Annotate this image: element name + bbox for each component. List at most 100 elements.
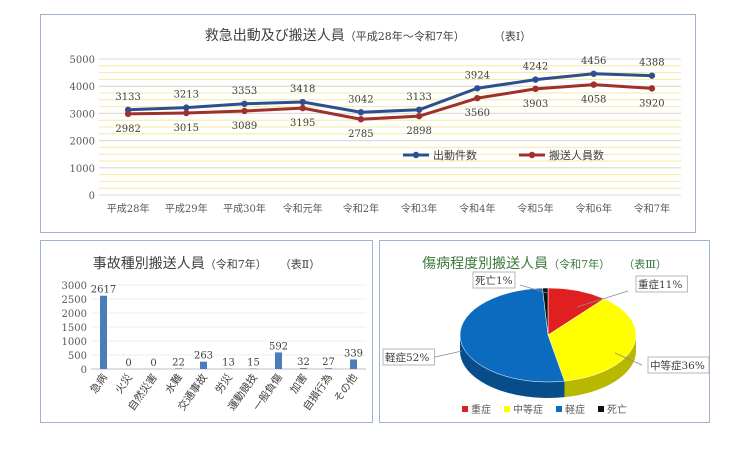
x-tick-label: 令和6年 xyxy=(576,202,612,215)
data-label: 4058 xyxy=(581,95,606,106)
pie-chart-title-main: 傷病程度別搬送人員 xyxy=(422,256,549,272)
slice-label: 軽症52% xyxy=(385,351,429,364)
data-label: 3089 xyxy=(232,121,257,132)
callout-box xyxy=(472,271,516,289)
legend-label: 出動件数 xyxy=(433,148,477,162)
bar-value-label: 13 xyxy=(222,358,235,369)
x-tick-label: 水難 xyxy=(162,371,185,396)
y-tick-label: 4000 xyxy=(70,82,95,93)
x-tick-label: 平成30年 xyxy=(223,202,266,215)
bar-value-label: 27 xyxy=(322,357,335,368)
slice-label: 重症11% xyxy=(638,278,682,291)
pie-side-2 xyxy=(460,335,565,398)
data-point xyxy=(357,109,365,116)
data-point xyxy=(648,85,656,92)
data-label: 3920 xyxy=(639,98,664,109)
legend-marker-1 xyxy=(528,151,536,159)
legend-swatch xyxy=(504,406,510,412)
bar xyxy=(175,368,182,369)
line-chart-title: 救急出動及び搬送人員（平成28年～令和7年） （表Ⅰ） xyxy=(41,25,695,45)
data-label: 3353 xyxy=(232,86,257,97)
slice-label: 死亡1% xyxy=(475,274,513,287)
legend-swatch xyxy=(462,406,468,412)
legend-marker-0 xyxy=(412,151,420,159)
y-tick-label: 2000 xyxy=(62,309,87,320)
x-tick-label: その他 xyxy=(331,371,360,405)
data-label: 3418 xyxy=(290,84,315,95)
data-point xyxy=(241,107,248,115)
callout-leader xyxy=(576,290,629,308)
data-point xyxy=(532,76,539,83)
data-point xyxy=(183,109,190,117)
bar-chart-title: 事故種別搬送人員（令和7年） （表Ⅱ） xyxy=(41,253,372,273)
slice-label: 中等症36% xyxy=(650,359,705,372)
y-tick-label: 1000 xyxy=(62,337,87,348)
data-label: 3042 xyxy=(348,94,373,105)
callout-leader xyxy=(614,352,643,366)
data-point xyxy=(590,70,597,77)
bar-value-label: 592 xyxy=(269,341,288,352)
callout-box xyxy=(382,348,435,366)
line-chart-title-sub: （平成28年～令和7年） xyxy=(344,30,465,43)
callout-leader xyxy=(519,284,548,294)
data-point xyxy=(357,116,365,123)
x-tick-label: 令和元年 xyxy=(283,202,323,215)
bar-value-label: 22 xyxy=(172,357,185,368)
data-label: 4242 xyxy=(523,62,548,73)
y-tick-label: 5000 xyxy=(70,55,95,66)
callout-box xyxy=(647,356,710,374)
bar-chart-table-label: （表Ⅱ） xyxy=(279,258,321,271)
data-label: 3015 xyxy=(174,123,199,134)
bar-value-label: 2617 xyxy=(91,285,116,296)
x-tick-label: 急病 xyxy=(87,371,110,396)
y-tick-label: 0 xyxy=(81,365,87,376)
legend-label: 中等症 xyxy=(513,403,543,416)
legend-label: 搬送人員数 xyxy=(549,148,604,162)
bar-chart-svg: 0 500 1000 1500 2000 2500 3000 2617 0 0 22 263 13 15 5… xyxy=(62,281,366,413)
legend-swatch xyxy=(598,406,604,412)
bar-value-label: 263 xyxy=(194,351,213,362)
data-point xyxy=(415,106,423,113)
y-tick-label: 3000 xyxy=(62,281,87,292)
bar xyxy=(200,361,207,369)
legend-swatch xyxy=(556,406,562,412)
y-tick-label: 3000 xyxy=(70,109,95,120)
pie-slice xyxy=(459,287,565,383)
data-point xyxy=(474,85,481,92)
data-label: 2785 xyxy=(348,129,373,140)
pie-chart-table-label: （表Ⅲ） xyxy=(623,258,667,271)
x-tick-label: 平成29年 xyxy=(165,202,208,215)
x-tick-label: 平成28年 xyxy=(107,202,150,215)
data-point xyxy=(415,112,423,120)
series-line-0 xyxy=(128,72,652,114)
y-tick-label: 0 xyxy=(89,191,95,202)
x-tick-label: 令和5年 xyxy=(517,202,553,215)
pie-slice xyxy=(547,298,637,382)
y-tick-label: 1500 xyxy=(62,323,87,334)
y-tick-label: 2000 xyxy=(70,137,95,148)
line-chart-panel: 救急出動及び搬送人員（平成28年～令和7年） （表Ⅰ） 0 1000 2000 300… xyxy=(40,14,696,233)
legend-label: 重症 xyxy=(471,403,491,416)
bar xyxy=(325,368,332,369)
pie-side-1 xyxy=(564,335,636,398)
bar-value-label: 15 xyxy=(247,358,260,369)
x-tick-label: 加害 xyxy=(287,371,310,396)
data-label: 2898 xyxy=(406,126,431,137)
pie-chart-title: 傷病程度別搬送人員（令和7年） （表Ⅲ） xyxy=(380,253,709,273)
callout-box xyxy=(635,275,688,293)
bar-value-label: 0 xyxy=(125,358,131,369)
data-label: 3195 xyxy=(290,118,315,129)
line-chart-svg: 0 1000 2000 3000 4000 5000 平成28年 平成29年 平成30年 令和元年… xyxy=(70,55,681,215)
bar-value-label: 0 xyxy=(150,358,156,369)
data-point xyxy=(241,100,248,107)
line-chart-table-label: （表Ⅰ） xyxy=(493,30,532,43)
pie-chart-panel: 傷病程度別搬送人員（令和7年） （表Ⅲ） 重症11% 中等症36% 軽症52% 死亡1… xyxy=(379,240,710,423)
data-label: 3560 xyxy=(465,108,490,119)
data-label: 4388 xyxy=(639,58,664,69)
data-label: 3924 xyxy=(465,70,490,81)
bar xyxy=(275,352,282,369)
pie-chart-title-sub: （令和7年） xyxy=(548,258,611,271)
data-point xyxy=(124,110,132,118)
pie-chart-svg: 重症11% 中等症36% 軽症52% 死亡1% 重症 中等症 軽症 死亡 xyxy=(382,271,710,416)
series-line-1 xyxy=(128,83,652,121)
